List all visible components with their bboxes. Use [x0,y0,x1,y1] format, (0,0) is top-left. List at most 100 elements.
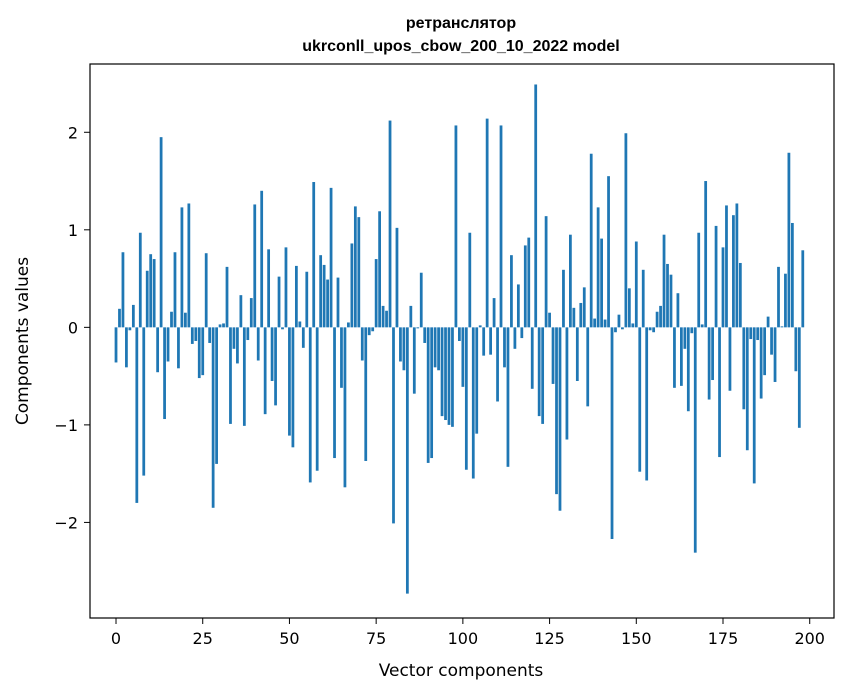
bar-40 [253,204,257,328]
bar-179 [735,203,739,328]
bar-91 [430,327,434,459]
bar-23 [194,327,198,341]
bar-19 [180,207,184,328]
bar-66 [343,327,347,488]
bar-110 [496,327,499,402]
bar-163 [680,327,683,386]
bar-133 [575,327,579,381]
bar-88 [419,272,423,328]
bar-51 [291,327,295,448]
bar-104 [475,327,479,434]
bar-183 [749,327,753,340]
bar-17 [173,252,177,328]
bar-73 [367,327,371,336]
bar-98 [454,125,458,328]
bar-134 [579,302,583,328]
bar-129 [562,269,565,328]
x-tick-label: 175 [708,629,739,648]
bar-122 [537,327,541,417]
bar-190 [773,327,777,382]
bar-76 [378,211,381,328]
bar-153 [645,327,649,481]
bar-96 [447,327,451,425]
bar-22 [190,327,194,344]
bar-109 [492,298,496,328]
bars-group [114,84,805,594]
bar-35 [236,327,239,364]
bar-53 [298,321,302,328]
bar-146 [621,327,624,330]
bar-151 [638,327,642,472]
y-axis-ticks: −2 −1 0 1 2 [54,123,90,532]
bar-71 [360,327,364,361]
bar-172 [711,327,714,381]
bar-25 [201,327,205,376]
bar-67 [347,322,350,328]
y-tick-label: 2 [68,123,78,142]
bar-85 [409,305,413,328]
bar-194 [787,152,791,328]
bar-6 [135,327,139,503]
y-tick-label: 0 [68,318,78,337]
y-axis-label: Components values [13,257,33,425]
bar-165 [686,327,690,412]
bar-78 [385,310,388,328]
bar-189 [770,327,773,355]
bar-197 [797,327,801,428]
bar-169 [700,324,704,328]
x-axis-ticks: 0 25 50 75 100 125 150 175 200 [111,618,825,648]
bar-154 [648,327,652,331]
bar-52 [294,265,298,328]
bar-70 [357,217,361,328]
bar-114 [510,255,513,328]
bar-11 [152,259,156,328]
x-tick-label: 25 [193,629,213,648]
bar-164 [683,327,687,349]
bar-0 [114,327,118,363]
bar-192 [780,326,784,328]
bar-47 [277,276,281,328]
bar-149 [631,323,635,328]
bar-107 [485,118,489,328]
bar-140 [600,238,603,328]
y-tick-label: −2 [54,513,78,532]
bar-20 [184,312,187,328]
bar-95 [444,327,447,421]
bar-42 [260,190,264,328]
bar-86 [412,327,416,394]
bar-50 [288,327,291,436]
bar-4 [128,327,132,331]
bar-111 [499,125,503,328]
bar-92 [433,327,437,368]
bar-187 [763,327,767,376]
bar-44 [267,249,271,328]
bar-171 [707,327,711,400]
bar-94 [440,327,444,417]
bar-144 [614,327,617,333]
bar-127 [555,327,558,495]
bar-90 [426,327,430,463]
bar-80 [392,327,395,524]
bar-41 [256,327,260,361]
bar-161 [673,327,676,388]
bar-79 [388,120,392,328]
bar-8 [142,327,146,476]
bar-39 [249,298,253,328]
bar-184 [752,327,756,484]
bar-82 [399,327,402,362]
bar-56 [308,327,312,483]
bar-103 [471,327,475,479]
bar-13 [159,137,163,328]
bar-46 [274,327,277,406]
plot-frame [89,63,835,619]
y-tick-label: 1 [68,221,78,240]
bar-61 [326,279,329,328]
bar-1 [118,308,121,328]
bar-136 [586,327,590,407]
bar-143 [610,327,614,539]
bar-148 [627,288,631,328]
bar-121 [534,84,538,328]
bar-69 [353,206,357,328]
bar-72 [364,327,368,461]
bar-155 [652,327,656,333]
